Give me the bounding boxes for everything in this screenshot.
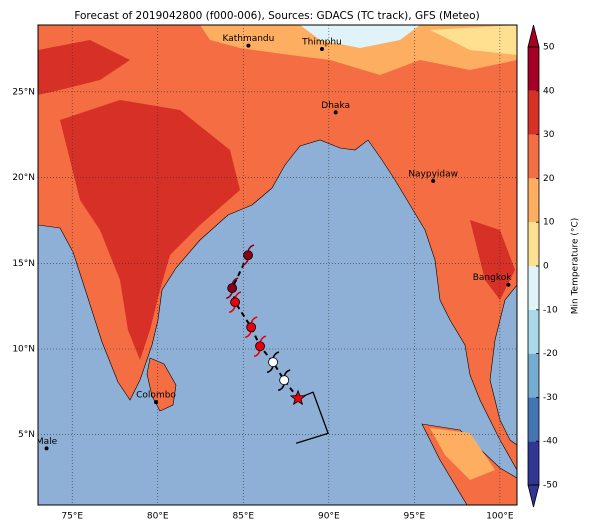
cyclone-symbol [230, 297, 240, 308]
cyclone-arm [229, 291, 242, 313]
colorbar-tick-label: -50 [543, 481, 558, 491]
colorbar-tick-label: 50 [543, 43, 555, 53]
lon-tick-label: 95°E [404, 512, 426, 522]
cyclone-arm [278, 369, 291, 391]
colorbar-bin [528, 441, 539, 485]
lat-tick-label: 20°N [12, 173, 35, 183]
city-label: Kathmandu [222, 34, 274, 44]
city-label: Bangkok [473, 273, 513, 283]
warm-region [200, 25, 517, 75]
colorbar-bin [528, 90, 539, 135]
forecast-line [295, 391, 329, 444]
colorbar-bin [528, 397, 539, 442]
cyclone-symbol [255, 341, 265, 352]
colorbar-tick-label: 20 [543, 174, 555, 184]
map-area: Kathmandu Thimphu Dhaka Naypyidaw Bangkok Col… [36, 25, 517, 505]
map-frame [37, 24, 518, 506]
cold-region [300, 25, 420, 48]
lon-tick-label: 85°E [232, 512, 254, 522]
current-position [289, 389, 307, 406]
cyclone-symbol [243, 250, 253, 261]
city-dot [154, 400, 159, 405]
hot-region [470, 220, 515, 300]
lon-tick-label: 90°E [318, 512, 340, 522]
lat-tick-label: 10°N [12, 345, 35, 355]
city-dot [319, 47, 324, 51]
mild-region [430, 25, 517, 55]
colorbar-extend-high [527, 24, 540, 48]
city-dot [431, 179, 436, 183]
colorbar-extend-low [527, 484, 540, 508]
colorbar-tick-label: 40 [543, 86, 555, 96]
cyclone-arm [245, 316, 258, 339]
graticule [38, 25, 517, 505]
cyclone-symbol [268, 357, 278, 368]
lon-tick-label: 75°E [61, 512, 83, 522]
colorbar-bin [528, 47, 539, 91]
lat-tick-label: 15°N [12, 259, 35, 269]
hot-region [38, 40, 130, 95]
colorbar-bin [528, 222, 539, 266]
city-dot [506, 282, 511, 287]
cyclone-symbol [227, 283, 238, 294]
cyclone-arm [266, 351, 280, 373]
lat-tick-label: 5°N [18, 430, 35, 440]
colorbar-bin [528, 134, 539, 179]
colorbar-tick-label: -40 [543, 437, 558, 447]
colorbar-tick-label: -20 [543, 349, 558, 359]
colorbar-tick-label: 10 [543, 218, 555, 228]
colorbar-tick-label: -10 [543, 305, 558, 315]
cyclone-symbol [246, 322, 257, 333]
map-title: Forecast of 2019042800 (f000-006), Sourc… [74, 10, 479, 22]
city-dot [44, 446, 49, 451]
cities: Kathmandu Thimphu Dhaka Naypyidaw Bangkok Col… [36, 34, 513, 451]
city-label: Dhaka [321, 101, 350, 111]
colorbar-tick-label: 30 [543, 130, 555, 140]
city-label: Male [36, 437, 58, 447]
colorbar-tick-label: 0 [543, 262, 549, 272]
lon-tick-label: 80°E [147, 512, 169, 522]
cyclone-arm [253, 335, 267, 358]
colorbar-bin [528, 266, 539, 310]
warm-region [430, 428, 495, 480]
lon-tick-label: 100°E [486, 512, 514, 522]
colorbar-label: Min Temperature (°C) [571, 218, 581, 315]
city-dot [333, 110, 338, 115]
axes: 75°E 80°E 85°E 90°E 95°E 100°E 5°N 10°N 15°N 20°N… [12, 87, 514, 521]
cyclone-arm [226, 277, 239, 299]
hot-region [60, 100, 240, 360]
sri-lanka [146, 357, 177, 412]
lat-tick-label: 25°N [12, 87, 35, 97]
city-dot [246, 43, 251, 48]
colorbar-bin [528, 178, 539, 223]
cyclone-track [226, 244, 329, 444]
city-label: Thimphu [301, 38, 342, 48]
city-label: Colombo [136, 391, 176, 401]
colorbar-tick-label: -30 [543, 393, 558, 403]
colorbar-bin [528, 309, 539, 354]
cyclone-symbol [279, 375, 290, 386]
cyclone-arm [242, 244, 255, 267]
city-label: Naypyidaw [408, 170, 458, 180]
colorbar-bin [528, 353, 539, 398]
colorbar: -50 -40 -30 -20 -10 0 10 20 30 40 50 [527, 24, 558, 508]
